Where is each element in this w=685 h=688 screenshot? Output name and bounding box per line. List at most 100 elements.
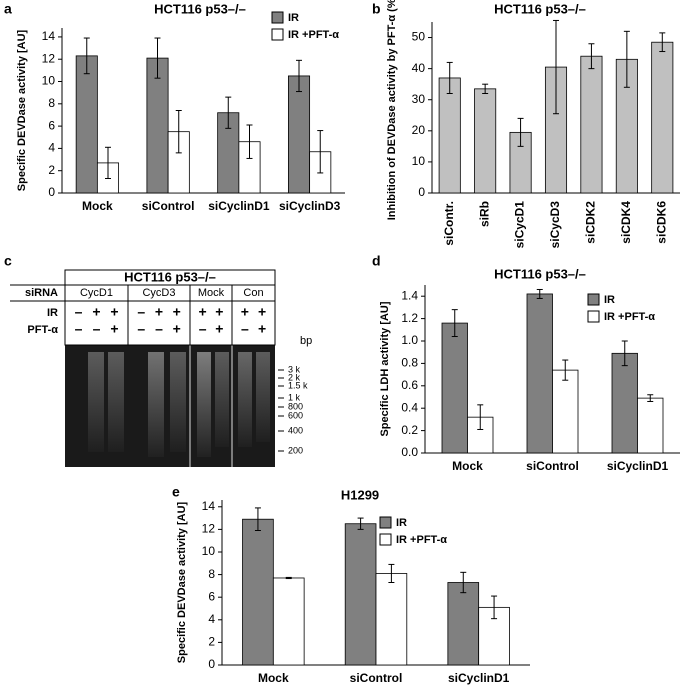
pft-mark: – [93,321,101,337]
y-tick-label: 10 [412,154,426,168]
size-unit: bp [300,335,312,347]
marker-label: 1 k [288,392,301,402]
y-tick-label: 12 [202,522,216,536]
group-label: CycD1 [80,287,113,299]
pft-mark: + [173,321,181,337]
y-axis-label: Specific DEVDase activity [AU] [16,29,28,191]
row-label: PFT-α [27,324,58,336]
pft-mark: + [258,321,266,337]
y-axis-label: Specific DEVDase activity [AU] [176,501,188,663]
ir-mark: + [258,304,266,320]
y-tick-label: 1.4 [401,288,418,302]
y-tick-label: 30 [412,92,426,106]
bar [272,577,305,666]
pft-mark: – [199,321,207,337]
bar [552,369,579,454]
y-axis-label: Inhibition of DEVDase activity by PFT-α … [386,0,398,220]
marker-label: 600 [288,410,303,420]
x-tick-label: siCycD1 [513,201,527,249]
ir-mark: + [110,304,118,320]
gel-image [64,269,276,467]
pft-mark: – [155,321,163,337]
bar [438,77,461,194]
legend-swatch [271,28,284,41]
bar [441,322,468,454]
ir-mark: + [155,304,163,320]
legend-label: IR [604,294,615,306]
chart-title: HCT116 p53–/– [494,1,586,16]
ir-mark: + [92,304,100,320]
ir-mark: + [241,304,249,320]
ir-mark: + [215,304,223,320]
bar [287,75,311,194]
y-tick-label: 0.4 [401,400,418,414]
bar [242,518,274,666]
legend-label: IR +PFT-α [604,311,655,323]
x-tick-label: siCycD3 [548,201,562,249]
chart-title: HCT116 p53–/– [494,266,586,281]
y-tick-label: 10 [202,544,216,558]
y-tick-label: 2 [208,635,215,649]
x-tick-label: siCDK2 [584,201,598,244]
y-tick-label: 6 [208,589,215,603]
bar [375,573,408,666]
y-tick-label: 40 [412,61,426,75]
marker-label: 400 [288,425,303,435]
group-label: CycD3 [142,287,175,299]
bar [447,582,480,666]
y-tick-label: 6 [48,118,55,132]
bar [637,397,664,454]
y-tick-label: 1.2 [401,311,418,325]
bar [580,55,603,194]
y-axis-label: Specific LDH activity [AU] [379,301,391,436]
x-tick-label: siContr. [442,201,456,246]
x-tick-label: siControl [350,671,403,685]
gel-title: HCT116 p53–/– [124,269,216,284]
y-tick-label: 8 [208,567,215,581]
ir-mark: + [173,304,181,320]
panel-label: e [172,484,180,500]
y-tick-label: 0.6 [401,378,418,392]
x-tick-label: Mock [258,671,289,685]
panel-label: d [372,253,381,269]
x-tick-label: siControl [526,459,579,473]
y-tick-label: 0 [48,185,55,199]
x-tick-label: siCDK6 [654,201,668,244]
panel-label: b [372,1,381,17]
y-tick-label: 14 [202,499,216,513]
pft-mark: + [110,321,118,337]
row-label: IR [47,307,58,319]
x-tick-label: siControl [142,199,195,213]
y-tick-label: 14 [42,29,56,43]
y-tick-label: 4 [48,141,55,155]
marker-label: 1.5 k [288,380,308,390]
y-tick-label: 10 [42,74,56,88]
bar [344,523,377,666]
chart-title: H1299 [341,487,379,502]
ir-mark: + [199,304,207,320]
y-tick-label: 0 [418,185,425,199]
pft-mark: – [241,321,249,337]
legend-swatch [379,533,392,546]
legend-swatch [587,310,600,323]
y-tick-label: 4 [208,612,215,626]
y-tick-label: 8 [48,96,55,110]
legend-label: IR [396,517,407,529]
marker-label: 200 [288,445,303,455]
x-tick-label: Mock [452,459,483,473]
group-label: Con [243,287,263,299]
pft-mark: – [137,321,145,337]
bar [474,88,497,194]
x-tick-label: siRb [477,201,491,227]
panel-label: c [4,253,12,269]
x-tick-label: siCyclinD3 [279,199,341,213]
row-label: siRNA [25,287,58,299]
bar [526,293,553,454]
y-tick-label: 0.2 [401,423,418,437]
y-tick-label: 50 [412,30,426,44]
legend-swatch [379,516,392,529]
bar [75,55,98,194]
y-tick-label: 2 [48,163,55,177]
bar [611,352,638,454]
